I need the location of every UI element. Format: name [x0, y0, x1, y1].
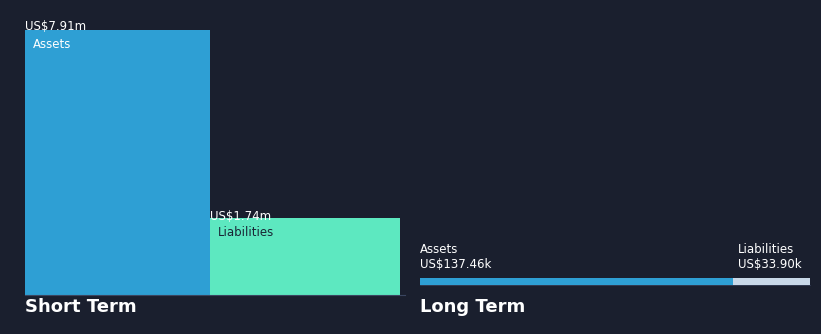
Bar	[733, 278, 810, 285]
Text: Assets: Assets	[33, 38, 71, 51]
Bar	[420, 278, 733, 285]
Bar	[210, 218, 400, 295]
Bar	[25, 30, 210, 295]
Text: Short Term: Short Term	[25, 298, 136, 316]
Text: Long Term: Long Term	[420, 298, 525, 316]
Text: US$33.90k: US$33.90k	[738, 258, 801, 271]
Text: US$7.91m: US$7.91m	[25, 20, 86, 33]
Text: Liabilities: Liabilities	[218, 226, 274, 239]
Text: US$1.74m: US$1.74m	[210, 210, 271, 223]
Text: Assets: Assets	[420, 243, 458, 256]
Text: Liabilities: Liabilities	[738, 243, 794, 256]
Text: US$137.46k: US$137.46k	[420, 258, 492, 271]
